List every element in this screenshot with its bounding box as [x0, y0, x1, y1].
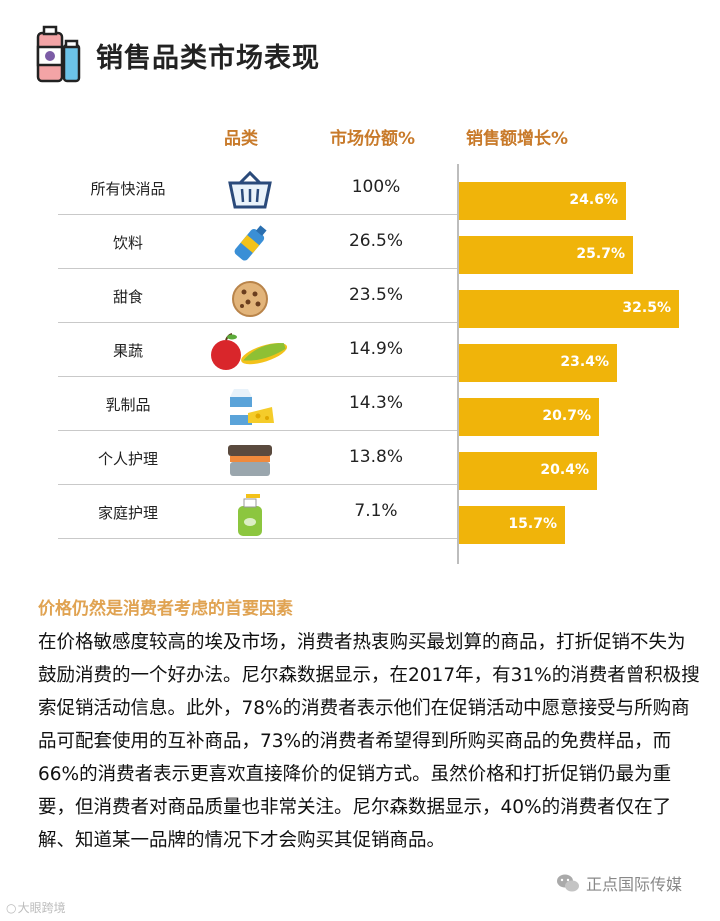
table-row: 饮料 26.5% [58, 218, 458, 269]
cosmetics-bottle-icon [36, 25, 81, 83]
watermark-right: 正点国际传媒 [556, 871, 682, 895]
apple-corn-icon [206, 331, 296, 373]
market-share-value: 100% [351, 177, 401, 197]
column-header-category: 品类 [224, 129, 258, 149]
category-name: 饮料 [112, 234, 143, 252]
growth-bar: 15.7% [459, 506, 565, 544]
category-name: 乳制品 [105, 396, 151, 414]
growth-bar-label: 15.7% [508, 516, 557, 532]
column-header-share: 市场份额% [330, 129, 416, 149]
column-header-growth: 销售额增长% [466, 129, 569, 149]
market-share-value: 13.8% [348, 447, 403, 467]
market-share-value: 14.9% [348, 339, 403, 359]
table-row: 所有快消品 100% [58, 164, 458, 215]
category-name: 甜食 [112, 288, 143, 306]
table-row: 乳制品 14.3% [58, 380, 458, 431]
growth-bar: 32.5% [459, 290, 679, 328]
growth-bar-label: 20.7% [542, 408, 591, 424]
table-row: 甜食 23.5% [58, 272, 458, 323]
growth-bar-label: 24.6% [569, 192, 618, 208]
category-name: 个人护理 [97, 450, 158, 468]
growth-bar-label: 32.5% [622, 300, 671, 316]
growth-bar: 23.4% [459, 344, 617, 382]
category-name: 所有快消品 [90, 180, 166, 198]
market-share-value: 23.5% [348, 285, 403, 305]
category-name: 家庭护理 [97, 504, 158, 522]
growth-bar: 20.7% [459, 398, 599, 436]
category-name: 果蔬 [112, 342, 143, 360]
market-share-value: 7.1% [354, 501, 398, 521]
chart-axis-line [457, 164, 459, 564]
cream-jar-icon [218, 439, 282, 481]
growth-bar: 24.6% [459, 182, 626, 220]
market-share-value: 26.5% [348, 231, 403, 251]
watermark-right-text: 正点国际传媒 [586, 875, 683, 894]
basket-icon [218, 169, 282, 211]
market-share-value: 14.3% [348, 393, 403, 413]
watermark-left: ○ 大眼跨境 [6, 899, 66, 916]
growth-bar-label: 23.4% [560, 354, 609, 370]
article-subheading: 价格仍然是消费者考虑的首要因素 [38, 599, 293, 619]
growth-bar-label: 25.7% [576, 246, 625, 262]
spray-bottle-icon [218, 490, 282, 538]
table-row: 果蔬 14.9% [58, 326, 458, 377]
wechat-icon [557, 874, 579, 892]
table-row: 个人护理 13.8% [58, 434, 458, 485]
section-header: 销售品类市场表现 [34, 20, 320, 90]
milk-cheese-icon [218, 385, 282, 427]
cookie-icon [218, 277, 282, 319]
growth-bar-label: 20.4% [540, 462, 589, 478]
watermark-left-text: 大眼跨境 [17, 901, 66, 915]
growth-bar: 20.4% [459, 452, 597, 490]
bottle-icon [218, 223, 282, 265]
growth-bar: 25.7% [459, 236, 633, 274]
table-row: 家庭护理 7.1% [58, 488, 458, 539]
section-title: 销售品类市场表现 [96, 42, 320, 74]
weibo-icon: ○ [6, 901, 18, 915]
article-paragraph: 在价格敏感度较高的埃及市场，消费者热衷购买最划算的商品，打折促销不失为鼓励消费的… [38, 632, 700, 851]
